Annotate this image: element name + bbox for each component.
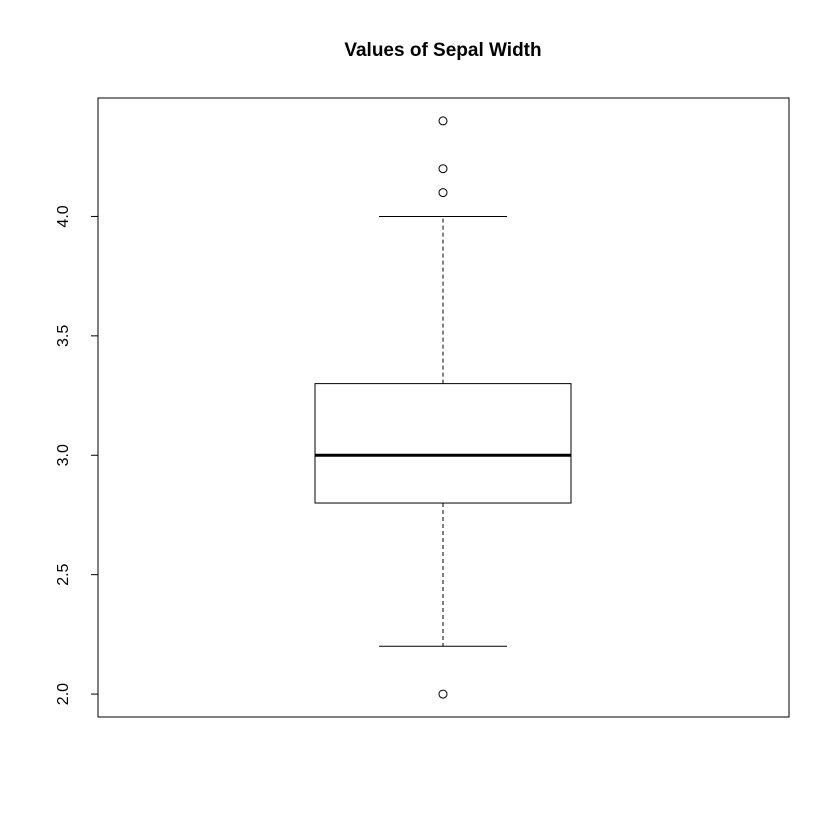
y-tick-label: 3.0: [55, 444, 72, 466]
plot-frame: [97, 97, 790, 718]
outlier: [438, 188, 448, 198]
box: [314, 383, 572, 504]
y-tick-label: 3.5: [55, 325, 72, 347]
outlier: [438, 116, 448, 126]
outlier: [438, 164, 448, 174]
y-tick-label: 2.5: [55, 563, 72, 585]
y-tick-label: 2.0: [55, 683, 72, 705]
chart-title: Values of Sepal Width: [344, 40, 541, 61]
y-tick-label: 4.0: [55, 205, 72, 227]
outlier: [438, 689, 448, 699]
